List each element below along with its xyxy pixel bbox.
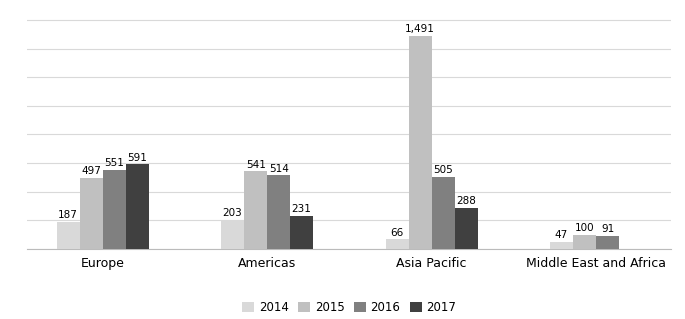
Bar — [221, 220, 244, 249]
Text: 91: 91 — [601, 224, 614, 234]
Bar — [290, 216, 313, 249]
Bar — [455, 208, 477, 249]
Bar — [126, 164, 149, 249]
Text: 231: 231 — [292, 204, 312, 214]
Text: 497: 497 — [82, 166, 101, 176]
Bar — [267, 175, 290, 249]
Text: 551: 551 — [104, 158, 124, 168]
Bar — [550, 242, 573, 249]
Text: 1,491: 1,491 — [405, 24, 435, 34]
Bar — [596, 236, 619, 249]
Text: 591: 591 — [127, 152, 147, 163]
Bar — [103, 170, 126, 249]
Bar — [408, 35, 432, 249]
Text: 187: 187 — [58, 210, 78, 220]
Text: 66: 66 — [390, 228, 403, 238]
Bar — [57, 222, 79, 249]
Text: 541: 541 — [246, 160, 266, 170]
Legend: 2014, 2015, 2016, 2017: 2014, 2015, 2016, 2017 — [238, 296, 461, 318]
Text: 203: 203 — [223, 208, 242, 218]
Text: 288: 288 — [456, 196, 476, 206]
Bar — [573, 234, 596, 249]
Bar — [79, 178, 103, 249]
Bar — [244, 171, 267, 249]
Bar — [432, 177, 455, 249]
Text: 505: 505 — [433, 165, 453, 175]
Bar — [386, 239, 408, 249]
Text: 514: 514 — [269, 164, 288, 174]
Text: 100: 100 — [575, 223, 595, 233]
Text: 47: 47 — [555, 230, 568, 241]
